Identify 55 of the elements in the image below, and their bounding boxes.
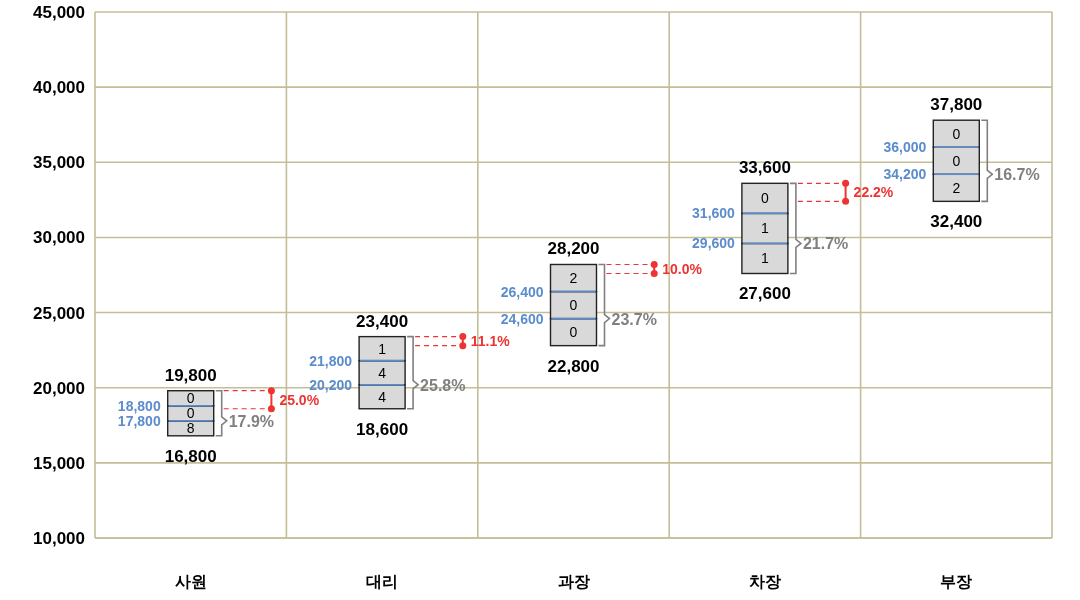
y-tick-label: 20,000 xyxy=(33,378,85,398)
annotation: 11.1% xyxy=(470,333,511,350)
annotation: 0 xyxy=(186,390,195,407)
annotation: 29,600 xyxy=(692,235,736,252)
annotation: 23.7% xyxy=(611,310,657,328)
annotation: 4 xyxy=(378,364,387,381)
annotation: 17,800 xyxy=(117,412,161,429)
annotation: 16.7% xyxy=(994,166,1040,184)
annotation: 1 xyxy=(761,220,769,237)
annotation: 27,600 xyxy=(738,284,791,304)
annotation: 23,400 xyxy=(356,311,409,331)
annotation: 8 xyxy=(186,420,195,437)
annotation: 1 xyxy=(761,250,769,267)
annotation: 21,800 xyxy=(309,352,353,369)
annotation: 1 xyxy=(378,340,387,357)
annotation: 19,800 xyxy=(164,365,217,385)
annotation: 31,600 xyxy=(692,205,736,222)
y-tick-label: 25,000 xyxy=(33,303,85,323)
x-tick-label: 과장 xyxy=(557,573,590,590)
annotation: 0 xyxy=(952,152,961,169)
annotation: 34,200 xyxy=(883,166,927,183)
annotation: 16,800 xyxy=(164,446,217,466)
annotation: 22.2% xyxy=(853,184,894,201)
y-tick-label: 45,000 xyxy=(33,3,85,22)
annotation: 28,200 xyxy=(547,239,600,259)
annotation: 0 xyxy=(761,190,769,207)
annotation: 26,400 xyxy=(500,283,544,300)
x-tick-label: 부장 xyxy=(940,573,973,590)
annotation: 18,600 xyxy=(356,419,409,439)
annotation: 22,800 xyxy=(547,356,600,376)
annotation: 36,000 xyxy=(883,139,927,156)
annotation: 32,400 xyxy=(930,212,983,232)
annotation: 37,800 xyxy=(930,95,983,115)
x-tick-label: 대리 xyxy=(366,573,399,590)
annotation: 0 xyxy=(952,125,961,142)
annotation: 25.0% xyxy=(279,391,320,408)
y-tick-label: 40,000 xyxy=(33,78,85,98)
y-tick-label: 30,000 xyxy=(33,228,85,248)
y-tick-label: 10,000 xyxy=(33,529,85,548)
annotation: 21.7% xyxy=(802,235,849,253)
y-tick-label: 35,000 xyxy=(33,153,85,173)
annotation: 2 xyxy=(952,179,961,196)
annotation: 0 xyxy=(569,324,578,341)
annotation: 2 xyxy=(569,270,578,287)
y-tick-label: 15,000 xyxy=(33,453,85,473)
annotation: 4 xyxy=(378,388,387,405)
annotation: 18,800 xyxy=(117,397,161,414)
annotation: 24,600 xyxy=(500,310,544,327)
annotation: 33,600 xyxy=(738,158,791,178)
annotation: 10.0% xyxy=(662,260,703,277)
x-tick-label: 차장 xyxy=(748,573,781,590)
annotation: 0 xyxy=(569,297,578,314)
annotation: 17.9% xyxy=(228,412,275,430)
annotation: 0 xyxy=(186,405,195,422)
x-tick-label: 사원 xyxy=(174,573,207,590)
